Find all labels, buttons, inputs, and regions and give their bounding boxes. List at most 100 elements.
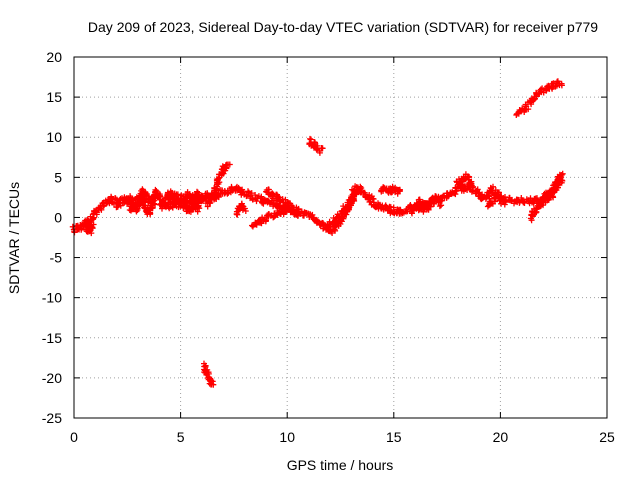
data-point [537,86,544,93]
y-tick-label-6: 5 [54,169,62,185]
data-point [204,198,210,204]
series-0-segment-14 [527,170,566,224]
series-0-segment-5 [233,200,249,218]
series-0-segment-1 [80,217,97,237]
data-point [276,194,283,201]
x-tick-label-1: 5 [177,429,185,445]
data-point [557,174,564,180]
data-point [142,191,149,198]
data-point [420,208,427,215]
y-tick-label-8: 15 [46,89,62,105]
y-tick-label-0: -25 [42,410,62,426]
data-point [445,193,452,200]
data-point [90,221,97,228]
data-point [559,170,566,177]
data-point [115,202,122,209]
data-point [189,200,196,207]
data-point [295,206,302,213]
data-series [69,78,566,388]
axis-tick-labels: 0 5 10 15 20 25 -25 -20 -15 -10 -5 0 5 10 15 20 [42,49,615,445]
data-point [201,367,208,374]
y-tick-label-4: -5 [50,250,63,266]
data-point [182,203,188,210]
series-0-segment-8 [306,135,326,156]
series-0-segment-12 [453,176,475,194]
data-point [343,211,350,218]
data-point [260,200,267,207]
data-point [529,213,536,220]
data-point [152,201,159,208]
data-point [205,376,212,383]
data-point [319,219,326,226]
data-point [152,194,159,201]
series-0-segment-16 [201,360,217,388]
y-tick-label-3: -10 [42,290,62,306]
data-point [521,200,528,206]
y-axis-label: SDTVAR / TECUs [6,182,22,294]
y-tick-label-9: 20 [46,49,62,65]
data-point [409,206,416,213]
data-point [372,203,379,210]
data-point [242,208,249,214]
data-point [262,218,269,225]
data-point [355,184,361,191]
data-point [314,142,321,149]
data-point [166,205,173,212]
data-point [274,193,281,200]
data-point [181,199,188,206]
data-point [319,145,326,152]
data-point [426,203,433,210]
data-point [253,198,260,205]
data-point [195,203,202,210]
series-0-segment-9 [325,183,361,236]
data-point [436,203,443,210]
series-0-segment-13 [484,192,508,210]
data-point [417,198,424,205]
data-point [501,201,508,208]
data-point [466,181,473,188]
data-point [404,208,411,215]
data-point [370,199,377,206]
data-point [534,195,540,202]
data-point [293,210,300,217]
data-point [233,208,240,215]
data-point [223,165,229,172]
grid-lines [74,57,607,418]
data-point [491,192,498,199]
data-point [178,192,185,199]
data-point [558,80,565,87]
data-point [327,228,334,235]
data-point [308,136,314,143]
data-point [348,193,355,200]
y-tick-label-5: 0 [54,209,62,225]
data-point [437,197,444,204]
data-point [240,203,247,210]
data-point [340,215,347,222]
data-point [396,186,403,193]
x-tick-label-5: 25 [599,429,615,445]
data-point [369,195,376,202]
data-point [204,203,211,210]
x-tick-label-0: 0 [70,429,78,445]
series-0-segment-3 [165,189,214,215]
data-point [544,195,551,202]
data-point [144,211,151,218]
data-point [249,222,255,229]
x-tick-label-3: 15 [386,429,402,445]
data-point [174,191,181,198]
plot-frame [73,56,608,419]
series-0-segment-2 [125,193,159,218]
data-point [147,210,154,217]
data-point [469,187,476,194]
data-point [207,200,214,207]
x-tick-label-2: 10 [279,429,295,445]
data-point [149,204,156,211]
y-tick-label-2: -15 [42,330,62,346]
data-point [465,176,472,183]
y-tick-label-1: -20 [42,370,62,386]
data-point [93,209,100,216]
series-0-segment-4 [209,161,233,201]
series-0-segment-11 [408,193,445,217]
